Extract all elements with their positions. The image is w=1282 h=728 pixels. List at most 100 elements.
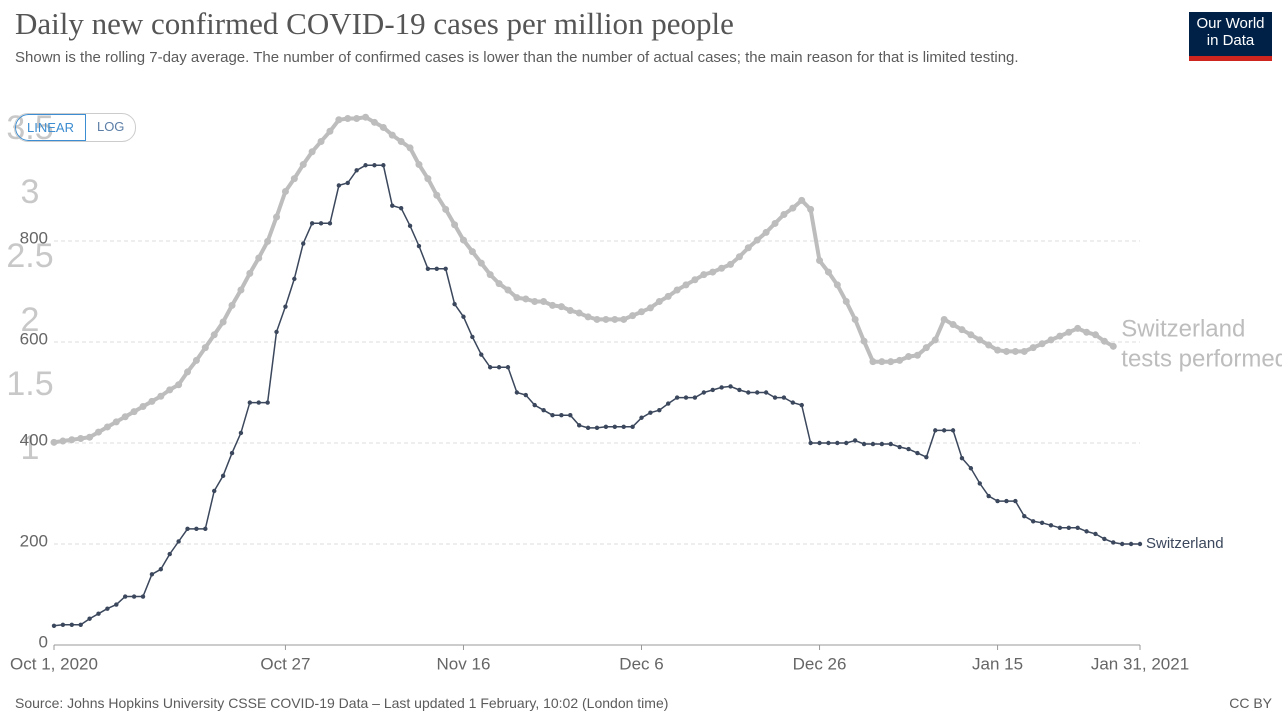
data-point bbox=[531, 298, 539, 306]
y-tick-label: 400 bbox=[20, 430, 48, 449]
data-point bbox=[265, 400, 270, 405]
data-point bbox=[442, 205, 450, 213]
data-point bbox=[709, 268, 717, 276]
data-point bbox=[682, 281, 690, 289]
data-point bbox=[201, 344, 209, 352]
data-point bbox=[130, 408, 138, 416]
data-point bbox=[575, 309, 583, 317]
data-point bbox=[913, 351, 921, 359]
data-point bbox=[370, 118, 378, 126]
data-point bbox=[1119, 541, 1125, 547]
data-point bbox=[808, 440, 813, 446]
y-tick-label: 800 bbox=[20, 228, 48, 247]
data-point bbox=[985, 341, 993, 349]
data-point bbox=[504, 286, 512, 294]
data-point bbox=[906, 446, 911, 452]
data-point bbox=[532, 402, 537, 408]
data-point bbox=[1056, 332, 1064, 340]
license: CC BY bbox=[1229, 695, 1272, 711]
source-note: Source: Johns Hopkins University CSSE CO… bbox=[15, 695, 669, 711]
data-point bbox=[335, 116, 343, 124]
scale-toggle: LINEAR LOG bbox=[14, 113, 137, 142]
data-point bbox=[344, 114, 352, 122]
data-point bbox=[620, 315, 628, 323]
chart-subtitle: Shown is the rolling 7-day average. The … bbox=[15, 49, 1019, 66]
logo[interactable]: Our World in Data bbox=[1189, 12, 1272, 61]
data-point bbox=[353, 114, 361, 122]
data-point bbox=[434, 266, 439, 271]
data-point bbox=[452, 301, 457, 307]
data-point bbox=[744, 244, 752, 252]
x-tick-label: Nov 16 bbox=[437, 654, 491, 673]
data-point bbox=[852, 438, 858, 443]
data-point bbox=[309, 221, 315, 226]
data-point bbox=[621, 424, 626, 430]
data-point bbox=[443, 266, 448, 271]
data-point bbox=[194, 526, 199, 532]
data-point bbox=[772, 395, 778, 400]
data-point bbox=[603, 424, 609, 430]
data-point bbox=[735, 253, 743, 261]
data-point bbox=[1030, 519, 1036, 524]
data-point bbox=[139, 402, 147, 410]
data-point bbox=[397, 138, 405, 146]
data-point bbox=[496, 365, 502, 370]
data-point bbox=[879, 441, 885, 447]
data-point bbox=[692, 395, 698, 400]
data-point bbox=[451, 221, 459, 229]
data-point bbox=[1084, 529, 1089, 534]
data-point bbox=[318, 221, 324, 226]
y-tick-label: 600 bbox=[20, 329, 48, 348]
data-point bbox=[1004, 498, 1009, 504]
x-tick-label: Dec 26 bbox=[793, 654, 847, 673]
data-point bbox=[1100, 337, 1108, 345]
data-point bbox=[897, 444, 902, 450]
data-point bbox=[1013, 498, 1018, 504]
data-point bbox=[292, 276, 297, 282]
data-point bbox=[1093, 531, 1098, 537]
data-point bbox=[1137, 541, 1143, 547]
data-point bbox=[833, 281, 841, 289]
data-point bbox=[167, 551, 172, 557]
data-point bbox=[273, 213, 281, 221]
logo-line: in Data bbox=[1206, 32, 1255, 49]
data-point bbox=[737, 387, 742, 393]
data-point bbox=[105, 606, 110, 611]
data-point bbox=[763, 390, 769, 395]
data-point bbox=[548, 301, 556, 309]
y2-tick-label: 3 bbox=[21, 173, 40, 211]
data-point bbox=[354, 168, 359, 173]
linear-button[interactable]: LINEAR bbox=[15, 114, 86, 141]
data-point bbox=[630, 424, 635, 430]
data-point bbox=[648, 410, 653, 415]
data-point bbox=[958, 326, 966, 334]
data-point bbox=[789, 204, 797, 212]
data-point bbox=[701, 390, 707, 395]
data-point bbox=[51, 623, 57, 629]
data-point bbox=[1038, 340, 1046, 348]
data-point bbox=[505, 365, 511, 370]
data-point bbox=[674, 395, 680, 400]
data-point bbox=[317, 138, 325, 146]
data-point bbox=[994, 346, 1002, 354]
data-point bbox=[700, 271, 708, 279]
data-point bbox=[327, 221, 333, 226]
data-point bbox=[212, 488, 217, 494]
data-point bbox=[157, 392, 165, 400]
data-point bbox=[185, 526, 190, 532]
data-point bbox=[433, 191, 441, 199]
y2-tick-label: 1.5 bbox=[6, 365, 53, 403]
data-point bbox=[798, 196, 806, 204]
data-point bbox=[860, 337, 868, 345]
data-point bbox=[870, 441, 876, 447]
data-point bbox=[398, 205, 404, 211]
data-point bbox=[140, 594, 146, 599]
log-button[interactable]: LOG bbox=[96, 119, 125, 134]
data-point bbox=[869, 358, 877, 366]
data-point bbox=[799, 402, 804, 408]
data-point bbox=[566, 306, 574, 314]
data-point bbox=[967, 331, 975, 339]
data-point bbox=[461, 314, 466, 319]
data-point bbox=[550, 413, 555, 418]
